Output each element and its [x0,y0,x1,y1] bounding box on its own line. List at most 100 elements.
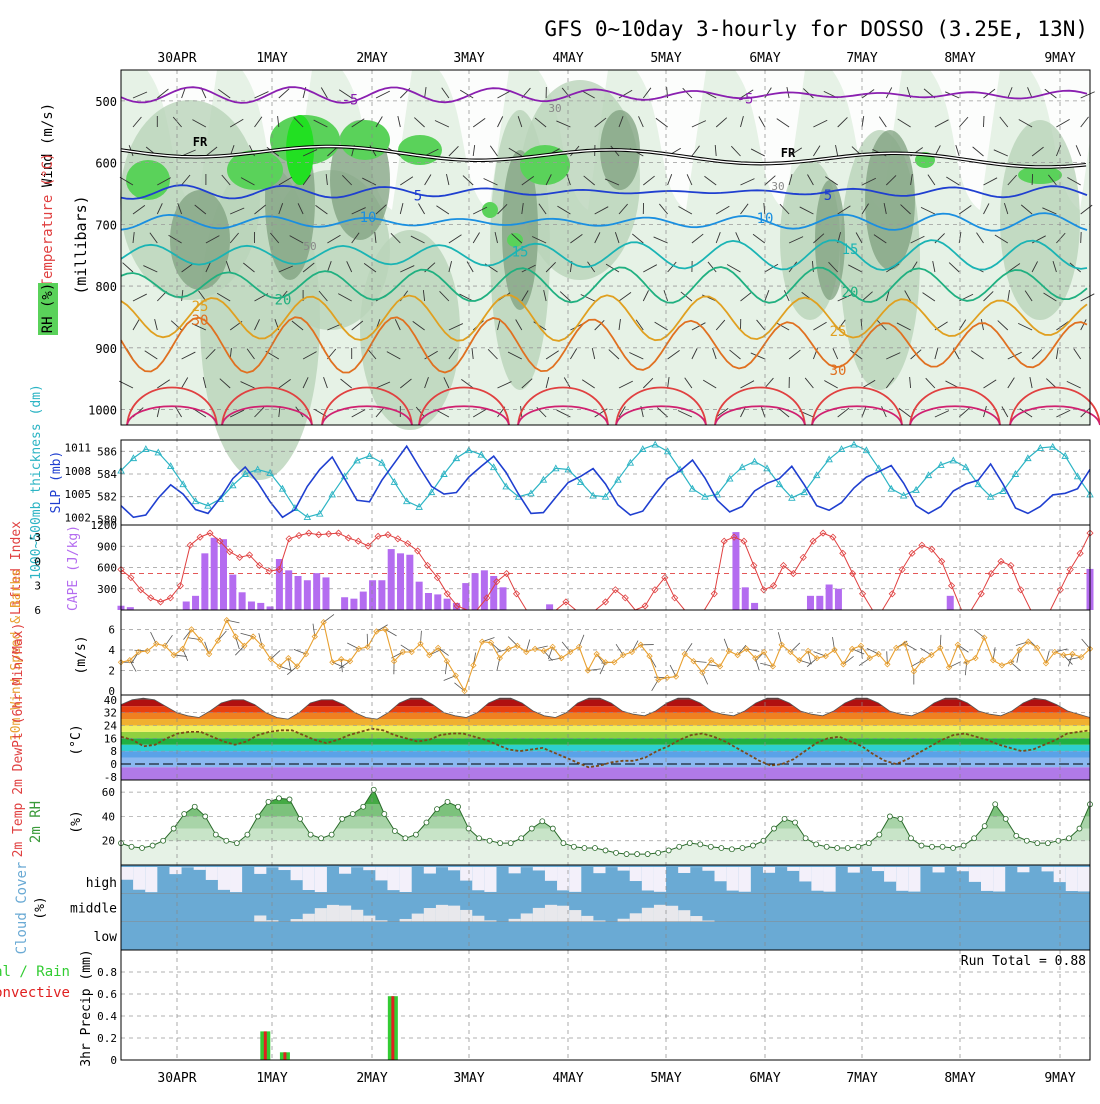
precip-ylabel: 3hr Precip (mm) [79,949,94,1066]
cloud-high-gap [509,867,521,873]
day-label-bottom: 6MAY [749,1071,780,1086]
cape-bar [229,575,236,610]
precip-tick-label: 0.8 [97,966,117,979]
cloud-high-gap [460,867,472,881]
cloud-mid-gap [315,908,327,922]
rh2m-point [234,841,239,846]
cape-bar [742,587,749,610]
cloud-high-gap [194,867,206,870]
isotherm-label: -5 [342,92,359,108]
cloud-mid-gap [690,916,702,922]
lifted-tick-label: 3 [34,580,41,593]
rh2m-point [445,799,450,804]
upper-ylabel-temp: Temperature (°C) [40,153,56,288]
cloud-high-gap [872,867,884,871]
cloud-high-gap [133,867,145,890]
rh2m-point [677,844,682,849]
cloud-level-label: high [86,876,117,891]
cloud-high-gap [848,867,860,873]
precip-legend-total: Total / Rain [0,964,70,980]
cloud-mid-gap [327,905,339,922]
cloud-high-gap [424,867,436,874]
slp-tick-label: 1008 [65,465,92,478]
cape-bar [304,580,311,610]
cape-bar [490,576,497,610]
rh-dark-area [170,190,230,290]
temp-tick-label: 40 [104,694,117,707]
temp-tick-label: 16 [104,732,117,745]
day-label-bottom: 1MAY [256,1071,287,1086]
rh2m-point [561,841,566,846]
rh2m-point [150,843,155,848]
day-label-top: 9MAY [1044,51,1075,66]
cape-bar [732,532,739,610]
rh2m-point [266,799,271,804]
cape-tick-label: 1200 [91,519,118,532]
rh2m-point [972,836,977,841]
day-label-top: 6MAY [749,51,780,66]
cloud-high-gap [254,867,266,874]
cloud-high-gap [484,867,496,892]
cape-bar [546,604,553,610]
rh2m-point [382,812,387,817]
day-label-top: 3MAY [453,51,484,66]
cape-bar [472,573,479,610]
rh2m-point [203,814,208,819]
cloud-high-gap [981,867,993,891]
rh2m-point [466,826,471,831]
day-label-bottom: 8MAY [944,1071,975,1086]
precip-tick-label: 0.2 [97,1032,117,1045]
cloud-mid-gap [569,910,581,922]
cloud-high-gap [1017,867,1029,872]
cape-bar [826,585,833,611]
cloud-high-gap [218,867,230,890]
precip-tick-label: 0.6 [97,988,117,1001]
cloud-high-gap [145,867,157,892]
isotherm-label: 20 [275,293,292,309]
cloud-mid-gap [424,908,436,922]
cape-bar [201,553,208,610]
cloud-mid-gap [339,906,351,922]
cloud-high-gap [400,867,412,892]
cloud-mid-gap [303,914,315,922]
wind-tick-label: 6 [108,623,115,636]
rh2m-point [287,797,292,802]
rh2m-point [993,802,998,807]
slp-ylabel: SLP (mb) [49,451,64,514]
cloud-mid-gap [400,919,412,922]
cloud-high-gap [121,867,133,880]
cloud-high-gap [1042,867,1054,871]
cloud-mid-gap [436,905,448,922]
pressure-tick-label: 1000 [88,404,117,418]
rh2m-point [498,841,503,846]
pressure-tick-label: 900 [95,342,117,356]
cloud-high-gap [1078,867,1090,891]
rh-tick-label: 60 [102,786,115,799]
cape-bar [257,603,264,610]
isotherm-label: 20 [842,285,859,301]
cloud-high-gap [375,867,387,880]
rh2m-point [887,814,892,819]
precip-conv-bar [391,996,394,1060]
rh2m-point [719,846,724,851]
cloud-high-gap [630,867,642,881]
isotherm-label: 5 [824,188,832,204]
rh2m-point [772,826,777,831]
freezing-label: FR [193,135,208,149]
cape-bar [751,603,758,610]
rh2m-point [951,846,956,851]
rh2m-point [255,814,260,819]
rh-green-area [520,145,570,185]
temp-tick-label: 32 [104,707,117,720]
temp-tick-label: -8 [104,771,117,784]
cloud-mid-gap [630,913,642,921]
rh2m-ylabel: 2m RH [28,801,44,843]
rh2m-point [603,848,608,853]
cloud-high-gap [727,867,739,891]
cape-bar [444,599,451,610]
rh2m-point [740,846,745,851]
rh2m-point [192,804,197,809]
rh2m-point [140,846,145,851]
rh2m-point [434,807,439,812]
